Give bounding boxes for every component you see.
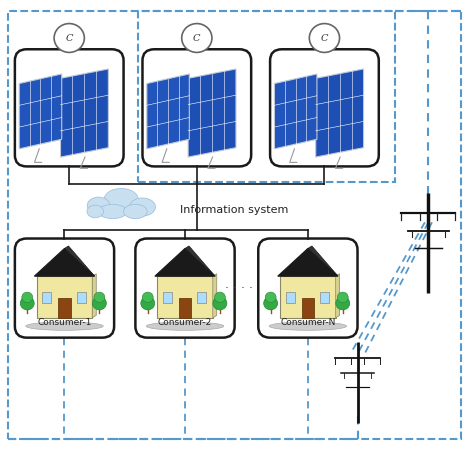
Circle shape (142, 292, 153, 303)
Circle shape (265, 292, 276, 303)
Text: C: C (193, 34, 201, 43)
Text: C: C (321, 34, 328, 43)
Circle shape (54, 24, 84, 53)
Ellipse shape (26, 322, 103, 331)
Bar (157, 276, 213, 318)
Bar (138, 12, 395, 183)
Ellipse shape (104, 189, 138, 211)
Text: Information system: Information system (180, 205, 289, 215)
Bar (77, 292, 86, 304)
Circle shape (264, 297, 278, 310)
Ellipse shape (87, 198, 110, 215)
Bar (36, 276, 92, 318)
FancyBboxPatch shape (15, 50, 124, 167)
Ellipse shape (269, 322, 346, 331)
Circle shape (336, 297, 350, 310)
Ellipse shape (146, 322, 224, 331)
Circle shape (22, 292, 33, 303)
Ellipse shape (124, 205, 147, 219)
Circle shape (182, 24, 212, 53)
Circle shape (310, 24, 339, 53)
Polygon shape (19, 75, 62, 150)
Text: . . . .: . . . . (225, 277, 254, 290)
Polygon shape (155, 249, 215, 276)
Circle shape (214, 292, 225, 303)
Text: Consumer-N: Consumer-N (280, 318, 336, 327)
Bar (163, 292, 172, 304)
Polygon shape (64, 246, 95, 276)
Text: C: C (65, 34, 73, 43)
Text: Consumer-1: Consumer-1 (37, 318, 91, 327)
Ellipse shape (87, 206, 103, 218)
Bar (320, 292, 329, 304)
Polygon shape (336, 274, 340, 318)
Polygon shape (213, 274, 217, 318)
Bar (302, 298, 314, 318)
Bar (58, 298, 71, 318)
Ellipse shape (99, 205, 127, 219)
Circle shape (213, 297, 227, 310)
Circle shape (337, 292, 348, 303)
Circle shape (141, 297, 155, 310)
Polygon shape (274, 75, 317, 150)
FancyBboxPatch shape (136, 239, 235, 338)
Polygon shape (92, 274, 96, 318)
Bar (280, 276, 336, 318)
FancyBboxPatch shape (258, 239, 357, 338)
Circle shape (94, 292, 105, 303)
Circle shape (92, 297, 106, 310)
Ellipse shape (129, 198, 155, 216)
Polygon shape (34, 249, 95, 276)
Bar (197, 292, 206, 304)
Polygon shape (185, 246, 215, 276)
Polygon shape (308, 246, 338, 276)
Bar (42, 292, 51, 304)
FancyBboxPatch shape (15, 239, 114, 338)
FancyBboxPatch shape (270, 50, 379, 167)
Text: Consumer-2: Consumer-2 (158, 318, 212, 327)
Polygon shape (316, 70, 364, 158)
Bar (286, 292, 294, 304)
Bar (179, 298, 191, 318)
FancyBboxPatch shape (143, 50, 251, 167)
Polygon shape (188, 70, 236, 158)
Polygon shape (61, 70, 109, 158)
Circle shape (20, 297, 34, 310)
Polygon shape (147, 75, 189, 150)
Polygon shape (278, 249, 338, 276)
